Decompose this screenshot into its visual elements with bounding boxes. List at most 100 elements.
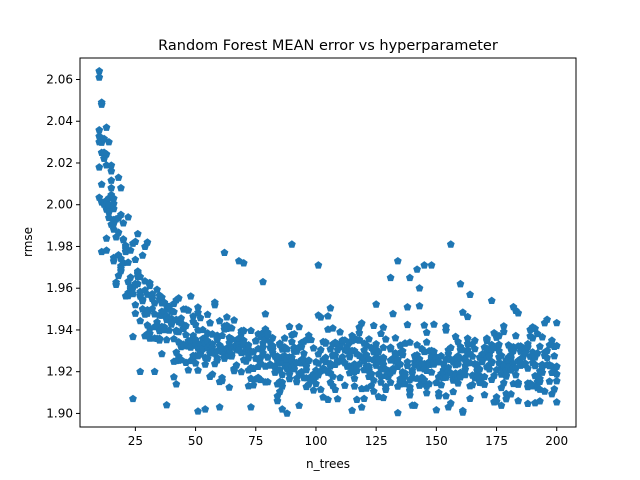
data-point [191,320,200,328]
data-point [492,397,501,405]
x-tick-label: 100 [305,434,328,448]
data-point [507,390,515,398]
data-point [463,334,472,342]
data-point [285,370,294,378]
data-point [543,353,552,362]
data-point [114,173,123,181]
data-point [129,289,137,298]
data-point [239,326,248,335]
x-tick-label: 175 [485,434,508,448]
data-point [427,261,436,269]
data-point [405,273,414,282]
data-point [531,398,539,407]
data-point [502,371,511,379]
data-point [372,300,381,308]
data-point [548,336,556,344]
data-point [218,376,226,385]
data-point [129,332,137,341]
x-axis-ticks: 25 50 75 100 125 150 175 200 [128,427,568,448]
y-tick-label: 1.90 [46,406,73,420]
data-point [398,350,407,359]
data-point [379,343,388,351]
data-point [437,380,446,389]
data-point [487,358,496,367]
data-point [348,406,356,414]
data-point [136,316,145,325]
y-axis-ticks: 1.90 1.92 1.94 1.96 1.98 2.00 2.02 2.04 2.06 [46,72,80,420]
y-axis-title: rmse [21,227,35,257]
data-point [338,353,347,361]
y-tick-label: 1.98 [46,239,73,253]
data-point [415,301,424,310]
data-point [379,353,388,361]
data-point [225,383,234,391]
data-point [528,334,537,342]
data-point [145,329,154,337]
data-point [545,377,554,385]
data-point [389,367,397,375]
data-point [162,335,171,344]
data-point [208,343,217,351]
data-point [136,367,145,376]
data-point [430,347,438,355]
data-point [552,341,561,350]
data-point [415,284,424,292]
data-point [408,368,417,377]
data-point [389,309,397,318]
data-point [170,307,178,316]
data-point [381,335,390,343]
data-point [552,370,561,378]
data-point [259,348,267,357]
data-point [102,246,111,254]
data-point [177,314,186,322]
data-point [499,322,508,330]
data-point [458,308,467,316]
data-point [403,303,412,311]
data-point [535,377,544,385]
data-point [331,385,340,393]
data-point [97,180,106,188]
data-point [386,378,395,386]
data-point [442,391,450,400]
data-point [249,381,258,389]
data-point [352,395,361,403]
data-point [263,353,272,361]
data-point [336,373,344,382]
data-point [172,380,181,388]
data-point [201,360,210,368]
data-point [444,349,453,358]
x-tick-label: 50 [188,434,203,448]
data-point [365,364,373,372]
y-tick-label: 2.06 [46,72,73,86]
data-point [470,336,479,344]
data-point [490,371,499,379]
data-point [340,381,349,389]
data-point [285,374,294,383]
data-point [442,373,450,381]
data-point [324,395,332,403]
data-point [458,406,467,415]
data-point [324,312,332,320]
data-point [466,290,474,298]
data-point [126,273,135,281]
data-point [191,359,200,367]
data-point [552,398,561,406]
data-point [261,309,270,318]
data-point [492,393,501,401]
data-point [550,385,559,393]
data-point [136,272,145,281]
data-point [131,300,140,309]
data-point [112,278,121,286]
data-point [535,342,544,350]
data-point [422,338,431,346]
data-point [336,328,344,336]
data-point [194,407,202,415]
data-point [316,345,325,354]
data-point [133,279,142,288]
data-point [326,304,335,312]
data-point [456,279,465,288]
data-point [247,403,255,411]
data-point [405,338,414,346]
data-point [203,310,212,318]
data-point [333,394,342,403]
